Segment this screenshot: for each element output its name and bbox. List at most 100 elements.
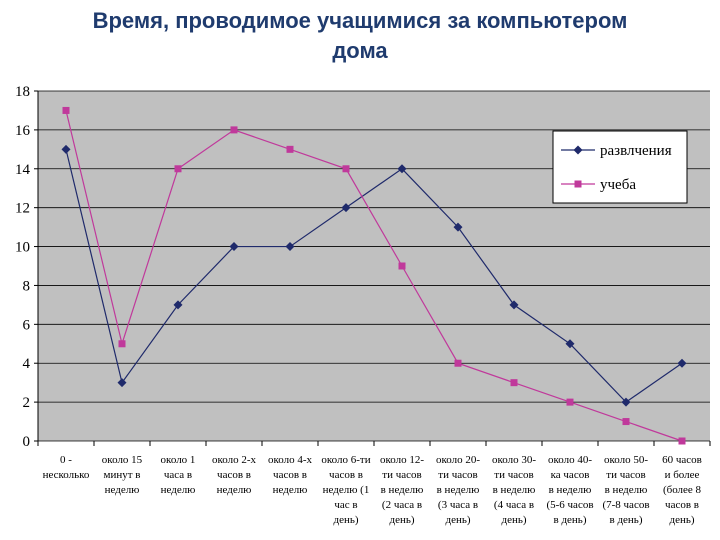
series-line-1 [65,110,683,442]
x-tick-label-line: около 50- [604,454,648,466]
x-tick-label: около 1 часа в неделю [161,454,196,496]
x-tick-label-line: неделю (1 [323,484,370,496]
y-tick-label: 18 [15,84,30,100]
x-tick-label-line: день) [445,514,470,526]
x-tick-label: 60 часов и более (более 8 часов в день) [662,454,702,526]
x-tick-label-line: около 20- [436,454,480,466]
x-tick-label-line: 0 - [60,454,72,466]
data-point-1 [678,437,686,445]
x-tick-label-line: 60 часов [662,454,702,466]
x-tick-label-line: в неделю [381,484,424,496]
x-tick-label-line: (более 8 [663,484,702,496]
data-point-1 [398,262,406,270]
x-tick-label-line: в неделю [493,484,536,496]
legend-label-1: учеба [600,177,636,193]
x-tick-label: около 12- ти часов в неделю (2 часа в день) [380,454,424,526]
data-point-1 [118,340,126,348]
data-point-0 [621,397,631,407]
x-tick-label-line: ти часов [494,469,533,481]
x-tick-label-line: часов в [273,469,307,481]
x-tick-label-line: день) [389,514,414,526]
x-tick-label-line: день) [669,514,694,526]
y-tick-label: 8 [23,278,31,294]
data-point-0 [453,222,463,232]
y-tick-label: 0 [23,434,31,450]
y-tick-label: 2 [23,395,31,411]
x-tick-label: около 20- ти часов в неделю (3 часа в день) [436,454,480,526]
x-tick-label-line: неделю [273,484,308,496]
data-point-1 [566,398,574,406]
x-tick-label-line: в неделю [605,484,648,496]
y-axis: 0 2 4 6 8 10 12 14 16 18 [15,84,39,450]
data-point-0 [61,144,71,154]
x-tick-label-line: (4 часа в [494,499,534,511]
data-point-1 [174,165,182,173]
x-tick-label-line: около 30- [492,454,536,466]
data-point-1 [510,379,518,387]
x-tick-label-line: минут в [104,469,141,481]
gridlines [38,90,710,442]
x-tick-label-line: около 15 [102,454,143,466]
x-tick-label-line: час в [334,499,357,511]
x-tick-label-line: в неделю [549,484,592,496]
x-tick-label-line: в день) [554,514,587,526]
data-point-0 [341,203,351,213]
data-point-0 [173,300,183,310]
x-tick-label: около 6-ти часов в неделю (1 час в день) [321,454,370,526]
data-point-1 [230,126,238,134]
y-tick-label: 12 [15,201,30,217]
x-tick-label-line: около 1 [161,454,196,466]
data-point-1 [622,418,630,426]
x-tick-label-line: и более [665,469,700,481]
data-point-0 [565,339,575,349]
x-tick-label-line: часов в [665,499,699,511]
x-tick-label-line: ти часов [606,469,645,481]
x-tick-label: около 30- ти часов в неделю (4 часа в день) [492,454,536,526]
data-point-0 [509,300,519,310]
data-point-0 [117,378,127,388]
x-tick-label-line: (7-8 часов [602,499,649,511]
x-tick-label-line: неделю [217,484,252,496]
chart-title: Время, проводимое учащимися за компьютер… [0,6,720,66]
legend-box [552,130,688,204]
x-tick-label-line: ти часов [382,469,421,481]
x-tick-label-line: день) [333,514,358,526]
x-tick-label-line: день) [501,514,526,526]
y-tick-label: 16 [15,123,31,139]
x-tick-label: около 15 минут в неделю [102,454,143,496]
y-tick-label: 10 [15,240,30,256]
x-tick-label-line: часа в [164,469,192,481]
data-point-1 [62,106,70,114]
x-tick-label-line: около 12- [380,454,424,466]
x-tick-label: 0 - несколько [43,454,90,481]
x-tick-label-line: неделю [161,484,196,496]
x-tick-label: около 50- ти часов в неделю (7-8 часов в ден… [602,454,649,526]
y-tick-label: 14 [15,162,31,178]
series-group [61,106,687,445]
legend-marker-0 [573,145,583,155]
data-point-0 [677,358,687,368]
data-point-1 [454,359,462,367]
legend: развлчения учеба [552,130,688,204]
y-tick-label: 4 [23,356,31,372]
x-tick-label-line: (5-6 часов [546,499,593,511]
x-tick-label-line: в неделю [437,484,480,496]
data-point-0 [397,164,407,174]
x-tick-label-line: (3 часа в [438,499,478,511]
legend-marker-1 [574,180,582,188]
x-tick-label-line: в день) [610,514,643,526]
x-tick-label-line: часов в [329,469,363,481]
x-tick-label-line: (2 часа в [382,499,422,511]
series-line-0 [65,149,683,403]
data-point-0 [229,242,239,252]
data-point-0 [285,242,295,252]
data-point-1 [286,145,294,153]
chart-title-line-1: Время, проводимое учащимися за компьютер… [92,8,628,33]
x-tick-label-line: около 4-х [268,454,313,466]
x-tick-label-line: неделю [105,484,140,496]
data-point-1 [342,165,350,173]
x-tick-label-line: ти часов [438,469,477,481]
x-tick-label-line: ка часов [551,469,590,481]
